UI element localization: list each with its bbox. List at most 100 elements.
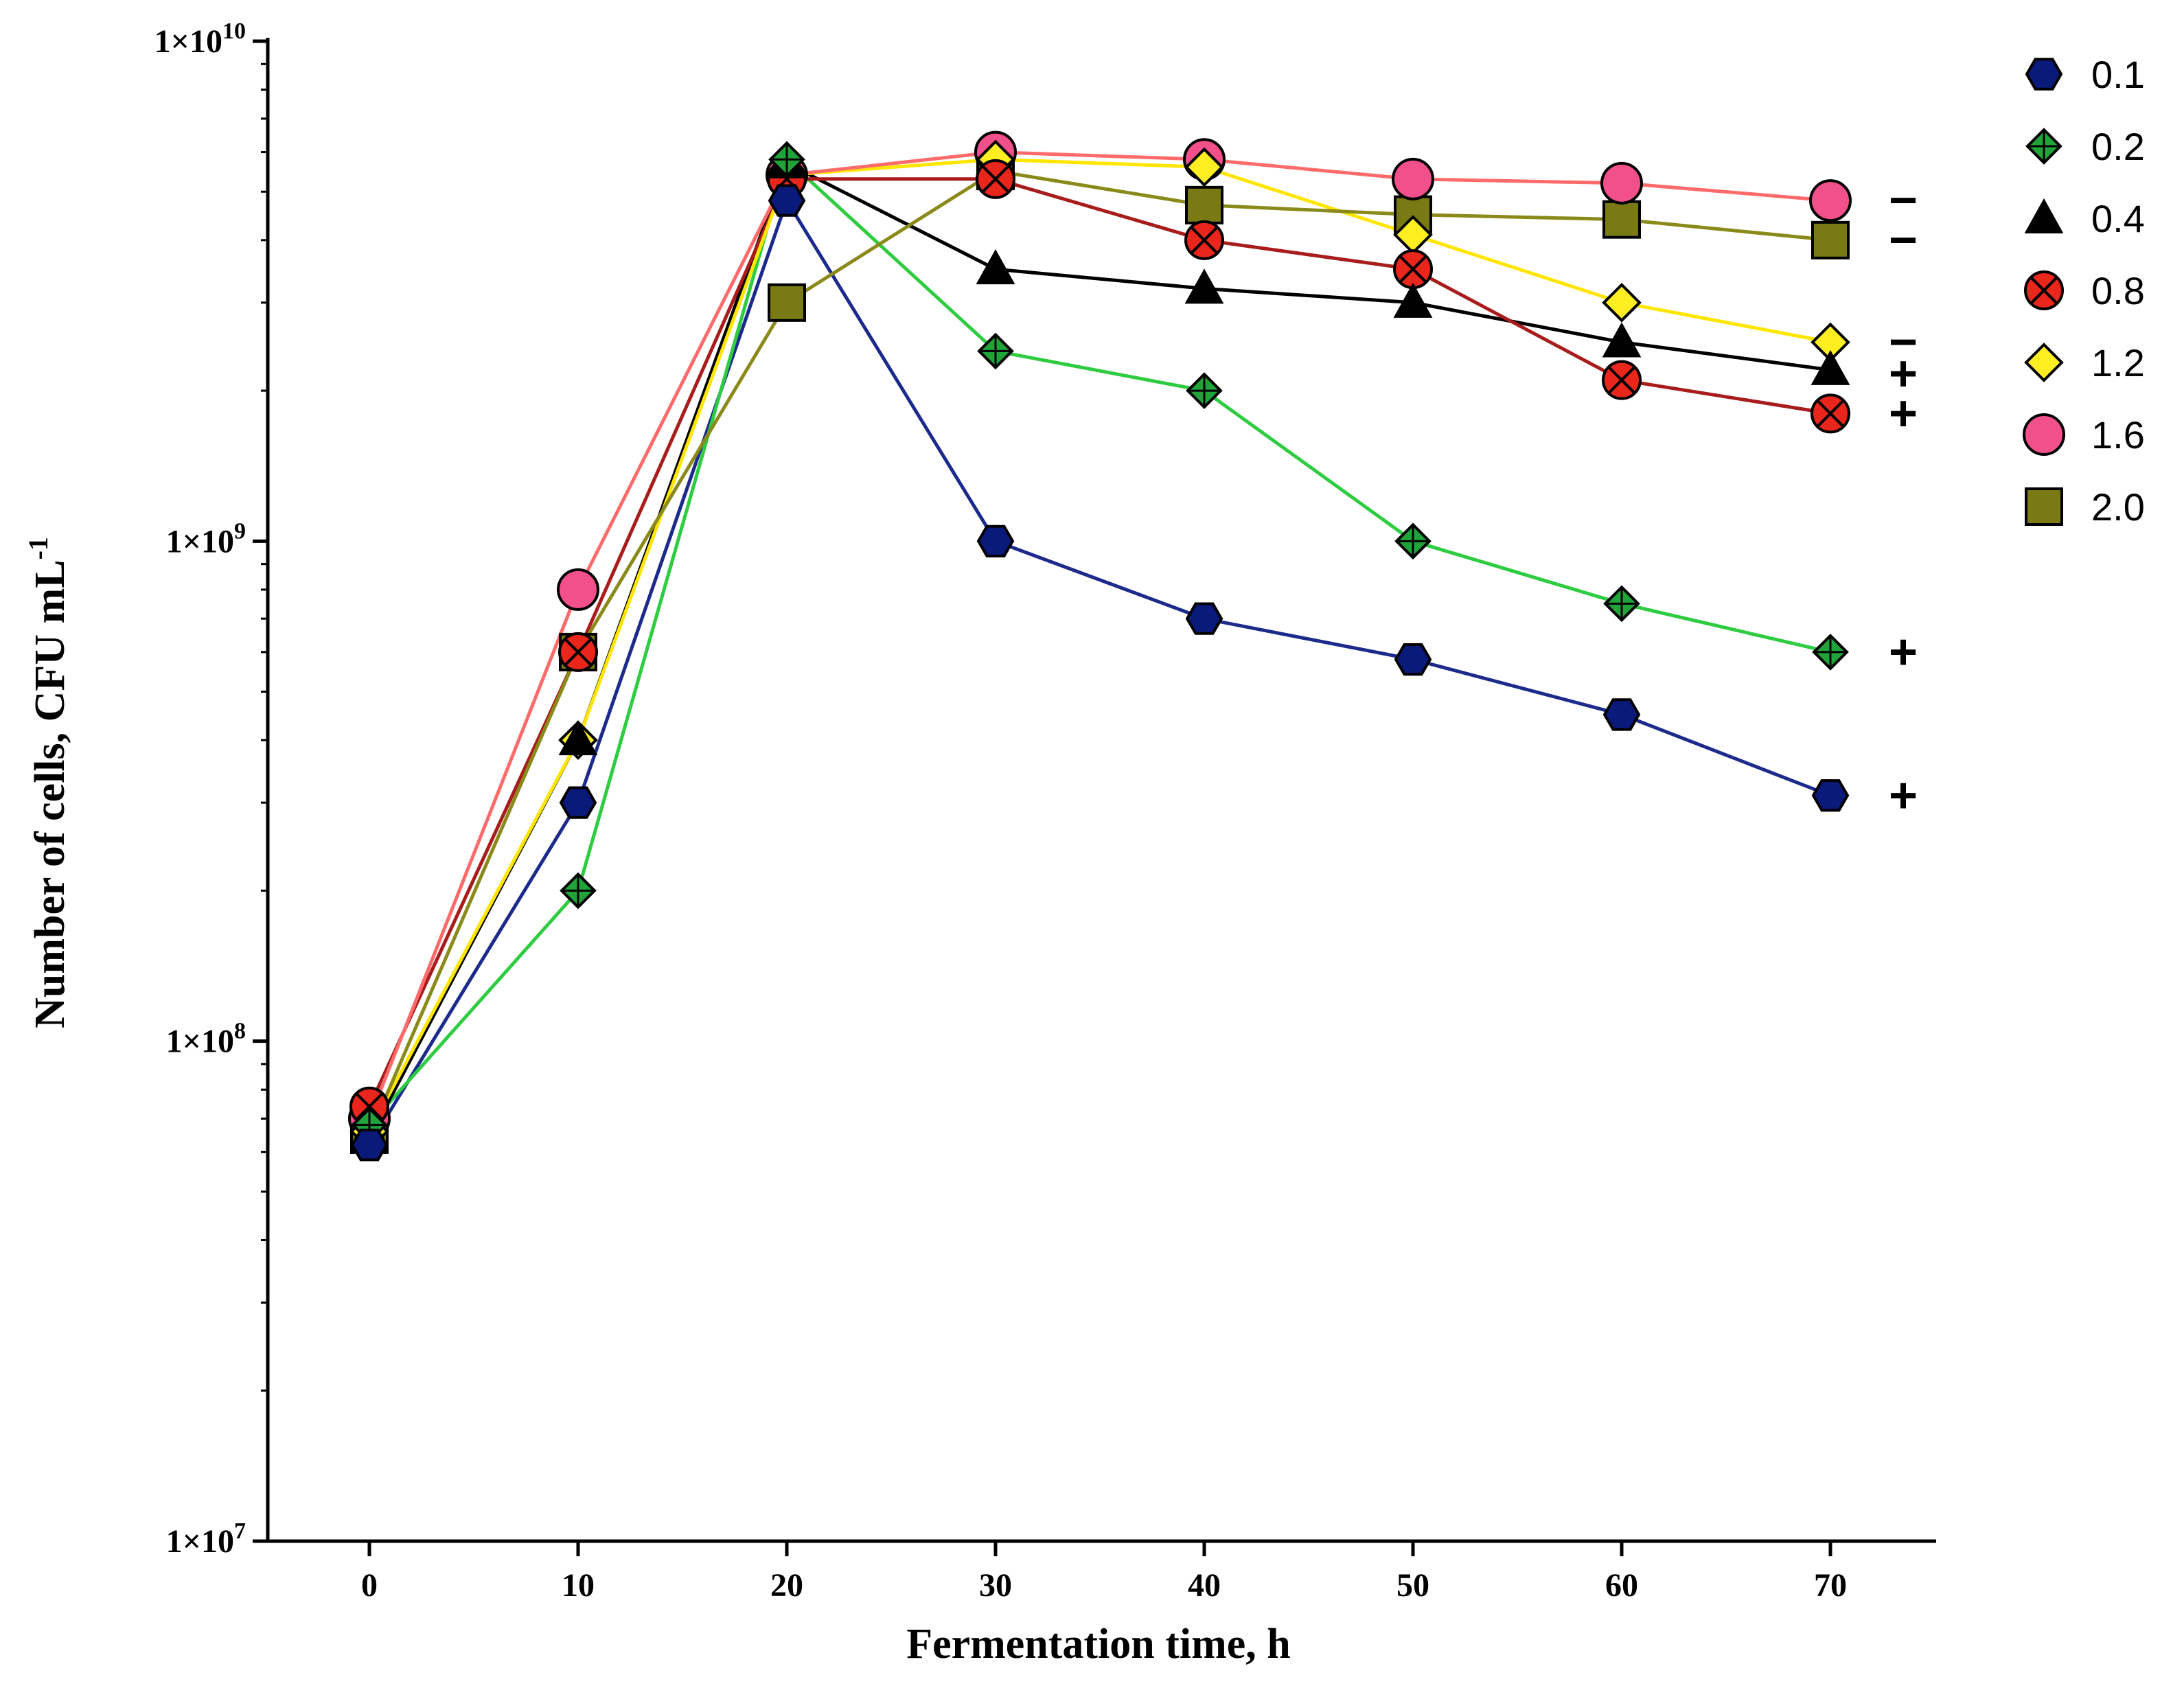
data-point [768,184,806,217]
data-point [1811,220,1850,259]
legend-marker [2025,487,2063,526]
data-point [559,786,597,819]
series-layer [348,130,1852,1162]
y-tick-base: 1×10 [154,23,222,60]
annotation-2.0: − [1889,213,1918,268]
x-axis-title: Fermentation time, h [906,1621,1291,1667]
x-tick-label: 40 [1188,1567,1221,1604]
annotation-0.4: + [1889,347,1918,402]
data-point [1185,602,1223,635]
data-point [1184,268,1224,304]
data-point [1394,522,1432,560]
data-point [560,872,597,910]
y-tick-label: 1×107 [166,1518,246,1560]
data-point [1602,200,1641,239]
annotation-0.8: + [1889,386,1918,441]
x-tick-label: 60 [1605,1567,1638,1604]
y-tick-exponent: 10 [222,19,246,44]
data-point [1394,643,1432,676]
series-line-0.2 [368,156,1831,1127]
legend-item-0.4: 0.4 [2024,197,2145,240]
data-point [1603,585,1640,623]
data-point [1602,322,1642,358]
data-point [1185,185,1223,224]
data-point [976,249,1015,285]
annotation-1.6: − [1889,173,1918,228]
data-point [1811,393,1850,434]
data-point [768,141,805,178]
x-tick-label: 0 [361,1567,378,1604]
x-tick-label: 50 [1396,1567,1429,1604]
legend: 0.1 0.2 0.4 0.8 1.2 1.6 2.0 [2023,53,2145,529]
series-line-1.2 [367,157,1831,1133]
y-tick-base: 1×10 [166,523,234,559]
series-line-0.1 [367,196,1831,1146]
y-tick-label: 1×109 [166,518,246,559]
data-point [1602,360,1642,400]
legend-label: 0.2 [2091,125,2145,168]
data-point [768,283,806,322]
data-point [1184,220,1224,260]
y-axis-title-exponent: -1 [23,537,54,559]
data-point [557,568,599,611]
data-point [1392,157,1434,200]
data-point [1393,282,1433,318]
data-point [1393,249,1433,290]
data-point [1602,283,1642,323]
data-point [1811,349,1850,385]
data-point [1602,698,1641,731]
y-axis-title: Number of cells, CFU mL-1 [23,537,73,1028]
legend-label: 1.2 [2091,341,2145,384]
y-tick-label: 1×1010 [154,19,246,60]
annotation-0.1: + [1889,768,1918,823]
legend-marker [2024,343,2064,382]
y-tick-exponent: 9 [234,518,246,544]
y-tick-label: 1×108 [166,1019,246,1060]
y-tick-exponent: 8 [234,1019,246,1044]
legend-label: 0.8 [2091,269,2145,312]
legend-marker [2024,198,2064,233]
data-point [350,1129,389,1162]
series-markers-0.2 [351,141,1849,1144]
legend-label: 0.4 [2091,197,2145,240]
y-tick-exponent: 7 [234,1518,246,1544]
series-line-1.6 [367,150,1831,1120]
data-point [1184,147,1224,187]
y-tick-base: 1×10 [166,1024,234,1060]
legend-item-2.0: 2.0 [2025,485,2145,529]
legend-marker [2023,413,2065,456]
x-tick-label: 10 [562,1567,595,1604]
x-tick-label: 70 [1814,1567,1847,1604]
legend-item-1.6: 1.6 [2023,413,2145,457]
legend-label: 1.6 [2091,413,2145,457]
x-tick-label: 20 [770,1567,803,1604]
data-point [558,720,598,756]
y-tick-base: 1×10 [166,1523,234,1560]
legend-item-1.2: 1.2 [2024,341,2145,384]
legend-item-0.2: 0.2 [2025,125,2145,168]
legend-marker [2025,128,2062,165]
annotation-1.2: − [1889,315,1918,370]
y-axis-title-text: Number of cells, CFU mL [27,559,73,1028]
data-point [1811,779,1850,812]
data-point [1809,179,1852,222]
annotations: −−−++++ [1889,173,1918,823]
legend-label: 2.0 [2091,485,2145,529]
x-tick-label: 30 [979,1567,1012,1604]
data-point [1812,634,1849,671]
series-markers-0.1 [350,184,1850,1162]
legend-item-0.1: 0.1 [2025,53,2145,96]
data-point [977,332,1014,370]
legend-label: 0.1 [2091,53,2145,96]
annotation-0.2: + [1889,625,1918,680]
data-point [976,524,1015,557]
legend-marker [2025,58,2063,91]
data-point [558,632,598,672]
data-point [1600,161,1643,205]
data-point [1186,372,1223,409]
series-line-2.0 [367,169,1831,1135]
data-point [976,159,1015,199]
legend-marker [2024,270,2064,310]
